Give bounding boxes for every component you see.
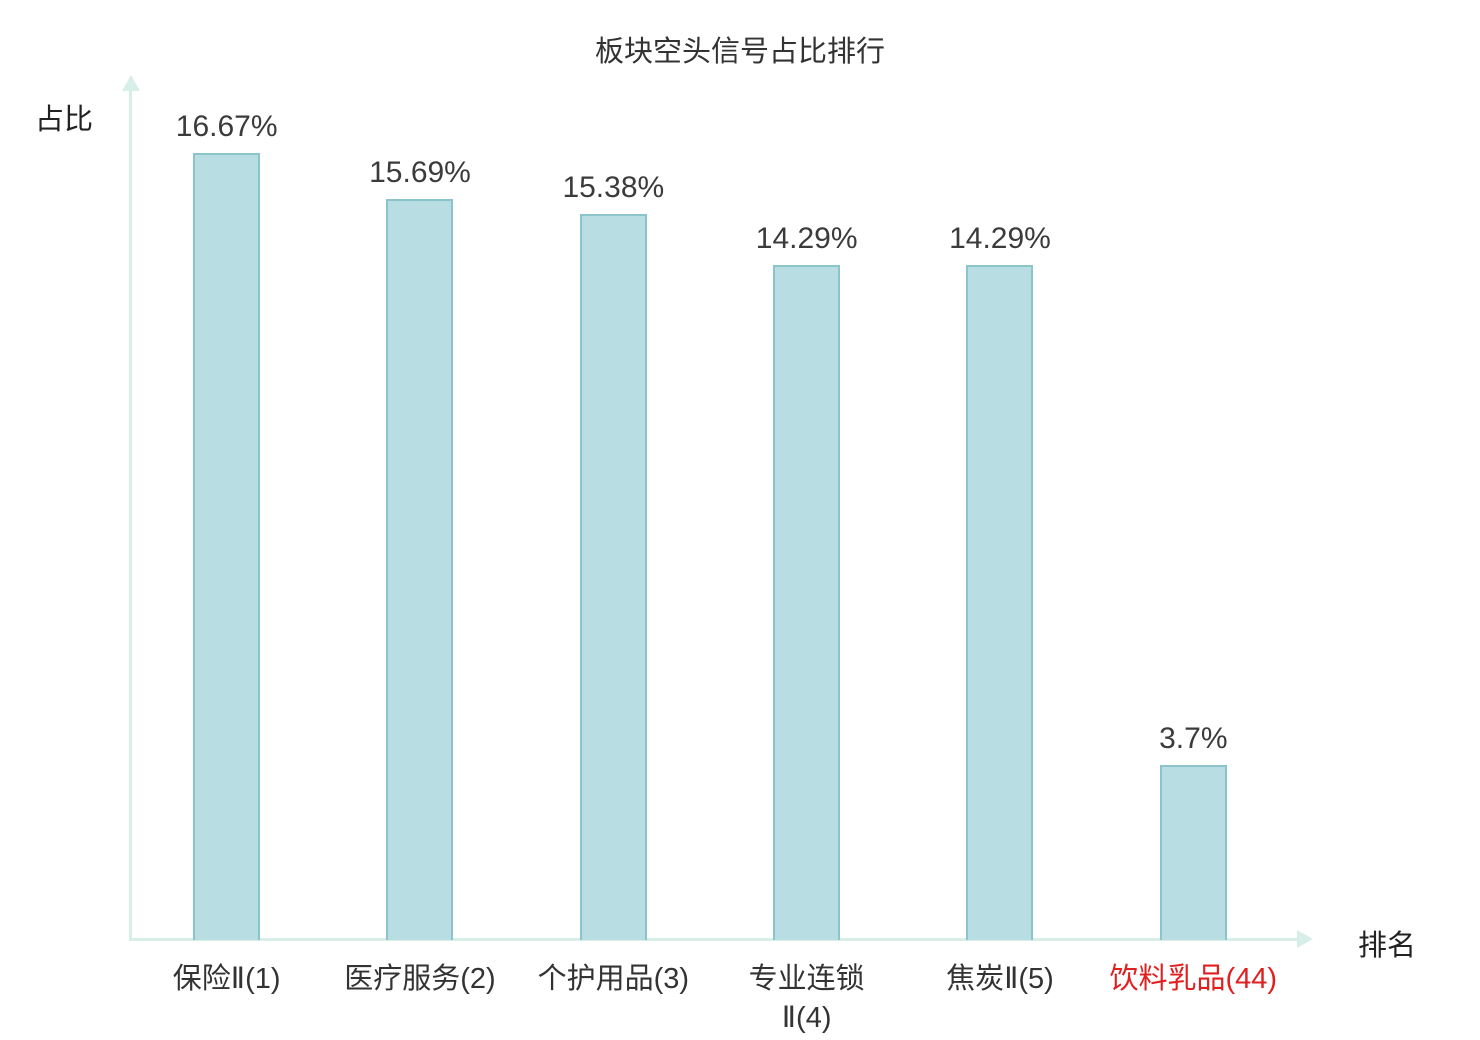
bar-category-label: 专业连锁 Ⅱ(4): [748, 963, 865, 1035]
chart-title: 板块空头信号占比排行: [594, 36, 885, 68]
y-axis-label: 占比: [35, 104, 94, 136]
bar-value-label: 3.7%: [1159, 722, 1228, 756]
bar: [773, 265, 841, 940]
x-axis-label: 排名: [1358, 930, 1417, 962]
x-axis-arrow-icon: [1297, 930, 1313, 948]
bar-value-label: 15.69%: [369, 156, 471, 190]
x-axis-line: [129, 938, 1297, 941]
bar-group: 15.38% 个护用品(3): [517, 90, 710, 995]
bar-group: 14.29% 焦炭Ⅱ(5): [903, 90, 1096, 995]
bar-category-label: 焦炭Ⅱ(5): [946, 963, 1054, 995]
bars-container: 16.67% 保险Ⅱ(1) 15.69% 医疗服务(2) 15.38% 个护用品(3) 14…: [130, 90, 1290, 1034]
bar: [1159, 765, 1227, 940]
bar: [193, 152, 261, 940]
y-axis-line: [129, 90, 132, 940]
bar: [579, 213, 647, 940]
bar-category-label: 保险Ⅱ(1): [172, 963, 281, 995]
bar-group: 16.67% 保险Ⅱ(1): [130, 90, 323, 995]
bar: [966, 265, 1034, 940]
bar-value-label: 15.38%: [562, 170, 665, 204]
bar-group: 14.29% 专业连锁 Ⅱ(4): [710, 90, 903, 1034]
y-axis-arrow-icon: [122, 75, 140, 91]
bar-value-label: 14.29%: [755, 222, 858, 256]
plot-area: 16.67% 保险Ⅱ(1) 15.69% 医疗服务(2) 15.38% 个护用品(3) 14…: [122, 75, 1313, 1034]
bar-value-label: 14.29%: [949, 222, 1051, 256]
bar-category-label: 个护用品(3): [537, 963, 690, 995]
bar-category-label: 饮料乳品(44): [1109, 963, 1278, 995]
bar-group: 3.7% 饮料乳品(44): [1097, 90, 1290, 995]
bar: [386, 199, 454, 940]
bar-category-label: 医疗服务(2): [344, 963, 496, 995]
bar-group: 15.69% 医疗服务(2): [323, 90, 516, 995]
bar-value-label: 16.67%: [175, 109, 278, 143]
